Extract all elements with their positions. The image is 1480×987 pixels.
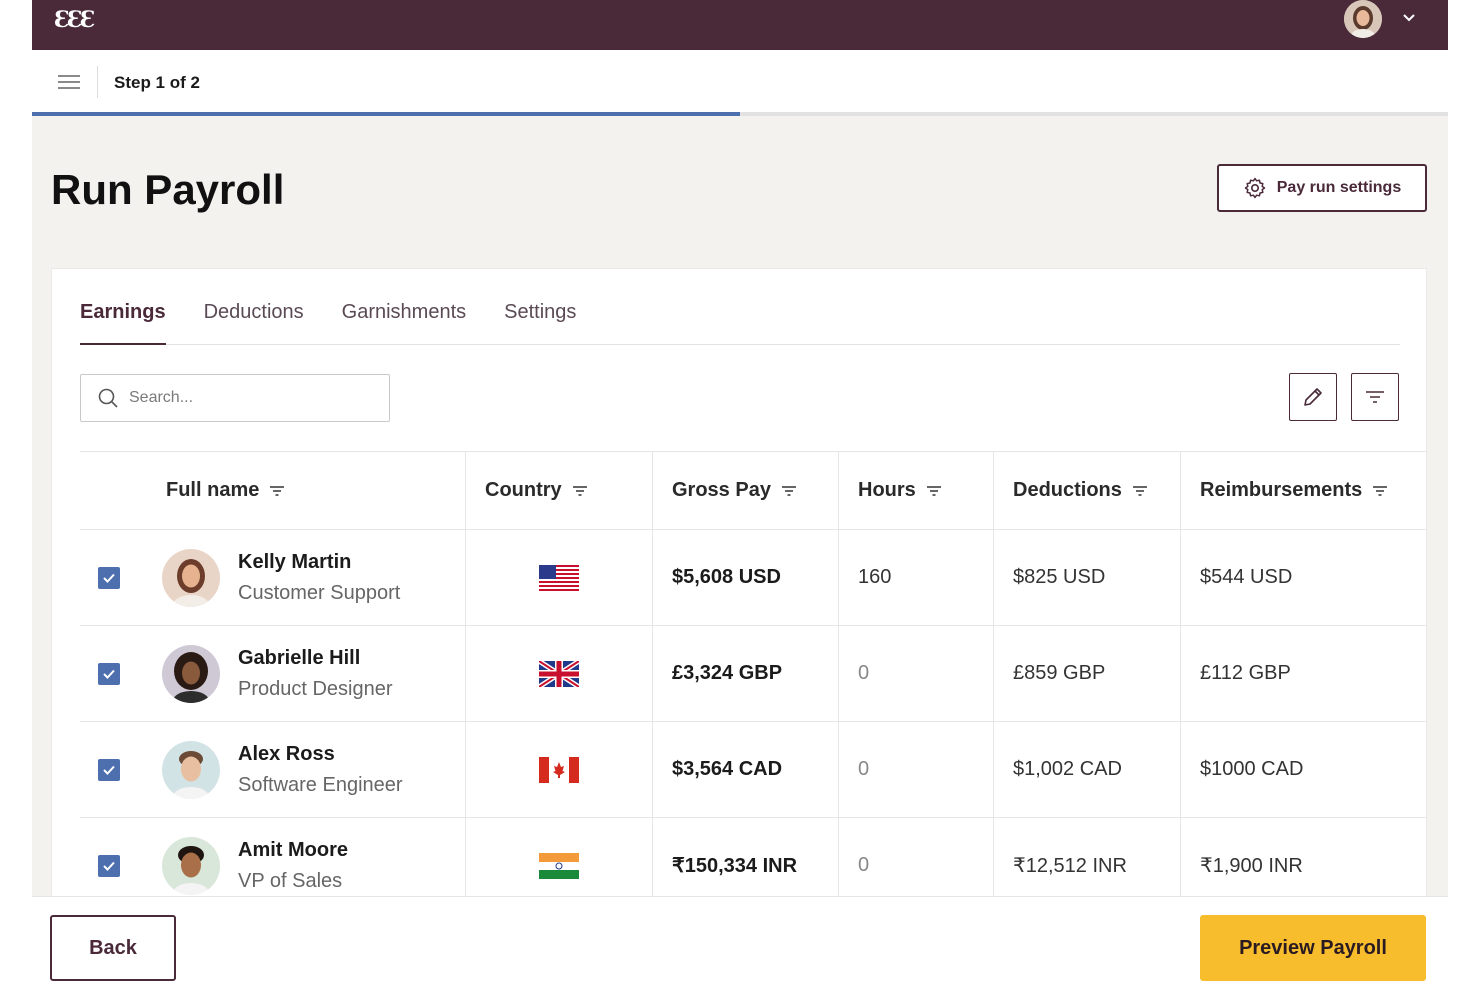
column-header-country[interactable]: Country bbox=[465, 452, 652, 529]
employee-name: Kelly Martin bbox=[238, 551, 352, 573]
hours-cell: 160 bbox=[838, 530, 993, 625]
avatar bbox=[162, 836, 220, 895]
row-checkbox[interactable] bbox=[98, 566, 120, 589]
reimbursements-cell: £112 GBP bbox=[1180, 626, 1426, 721]
pay-run-settings-button[interactable]: Pay run settings bbox=[1217, 164, 1427, 212]
reimbursements-cell: ₹1,900 INR bbox=[1180, 818, 1426, 913]
column-header-gross-pay[interactable]: Gross Pay bbox=[652, 452, 838, 529]
employee-name: Amit Moore bbox=[238, 839, 348, 861]
chevron-down-icon[interactable] bbox=[1402, 10, 1416, 24]
reimbursements-cell: $1000 CAD bbox=[1180, 722, 1426, 817]
column-header-reimbursements[interactable]: Reimbursements bbox=[1180, 452, 1426, 529]
checkmark-icon bbox=[103, 669, 115, 679]
deductions-cell: £859 GBP bbox=[993, 626, 1180, 721]
sort-icon[interactable] bbox=[269, 485, 285, 497]
deductions-cell: $825 USD bbox=[993, 530, 1180, 625]
step-header: Step 1 of 2 bbox=[32, 50, 1448, 112]
table-row[interactable]: Alex Ross Software Engineer $3,564 CAD 0… bbox=[80, 721, 1426, 817]
table-row[interactable]: Gabrielle Hill Product Designer £3,324 G… bbox=[80, 625, 1426, 721]
avatar bbox=[162, 740, 220, 799]
search-input[interactable] bbox=[129, 389, 369, 407]
deductions-cell: $1,002 CAD bbox=[993, 722, 1180, 817]
progress-bar bbox=[32, 112, 1448, 116]
deductions-cell: ₹12,512 INR bbox=[993, 818, 1180, 913]
tab-earnings[interactable]: Earnings bbox=[80, 299, 166, 345]
avatar bbox=[162, 644, 220, 703]
sort-icon[interactable] bbox=[926, 485, 942, 497]
top-navigation-bar: ƐƐƐ bbox=[32, 0, 1448, 50]
india-flag-icon bbox=[539, 852, 579, 879]
employee-cell: Gabrielle Hill Product Designer bbox=[80, 626, 465, 721]
sort-icon[interactable] bbox=[1372, 485, 1388, 497]
column-header-hours[interactable]: Hours bbox=[838, 452, 993, 529]
table-header-row: Full name Country Gross Pay Hours Deduct… bbox=[80, 451, 1426, 529]
employee-role: VP of Sales bbox=[238, 870, 343, 892]
employee-role: Product Designer bbox=[238, 678, 393, 700]
filter-icon bbox=[1366, 391, 1384, 403]
checkmark-icon bbox=[103, 573, 115, 583]
gross-pay-cell: $5,608 USD bbox=[652, 530, 838, 625]
us-flag-icon bbox=[539, 564, 579, 591]
row-checkbox[interactable] bbox=[98, 758, 120, 781]
employee-cell: Amit Moore VP of Sales bbox=[80, 818, 465, 913]
search-icon bbox=[98, 388, 118, 408]
table-row[interactable]: Amit Moore VP of Sales ₹150,334 INR 0 ₹1… bbox=[80, 817, 1426, 913]
sort-icon[interactable] bbox=[781, 485, 797, 497]
gross-pay-cell: £3,324 GBP bbox=[652, 626, 838, 721]
search-box bbox=[80, 374, 390, 422]
employee-role: Software Engineer bbox=[238, 774, 403, 796]
checkmark-icon bbox=[103, 765, 115, 775]
preview-payroll-button[interactable]: Preview Payroll bbox=[1200, 915, 1426, 981]
sort-icon[interactable] bbox=[1132, 485, 1148, 497]
checkmark-icon bbox=[103, 861, 115, 871]
user-avatar[interactable] bbox=[1344, 0, 1382, 38]
row-checkbox[interactable] bbox=[98, 854, 120, 877]
country-cell bbox=[465, 530, 652, 625]
employee-name: Gabrielle Hill bbox=[238, 647, 361, 669]
hamburger-icon[interactable] bbox=[58, 75, 80, 89]
divider bbox=[97, 66, 98, 98]
gear-icon bbox=[1244, 177, 1265, 199]
column-header-full-name[interactable]: Full name bbox=[80, 452, 465, 529]
step-indicator: Step 1 of 2 bbox=[114, 73, 200, 92]
employee-role: Customer Support bbox=[238, 582, 401, 604]
tab-deductions[interactable]: Deductions bbox=[203, 301, 304, 323]
table-row[interactable]: Kelly Martin Customer Support $5,608 USD… bbox=[80, 529, 1426, 625]
payroll-table: Full name Country Gross Pay Hours Deduct… bbox=[80, 451, 1426, 913]
column-header-deductions[interactable]: Deductions bbox=[993, 452, 1180, 529]
app-frame: ƐƐƐ Step 1 of 2 Run Payroll bbox=[32, 0, 1448, 987]
edit-button[interactable] bbox=[1289, 373, 1337, 421]
logo[interactable]: ƐƐƐ bbox=[54, 7, 96, 33]
sort-icon[interactable] bbox=[572, 485, 588, 497]
reimbursements-cell: $544 USD bbox=[1180, 530, 1426, 625]
tab-settings[interactable]: Settings bbox=[504, 301, 577, 323]
footer-action-bar: Back Preview Payroll bbox=[32, 896, 1448, 987]
canada-flag-icon bbox=[539, 756, 579, 783]
payroll-card: Earnings Deductions Garnishments Setting… bbox=[51, 268, 1427, 913]
pay-run-settings-label: Pay run settings bbox=[1276, 179, 1402, 196]
hours-cell: 0 bbox=[838, 818, 993, 913]
page-title: Run Payroll bbox=[51, 166, 285, 213]
gross-pay-cell: $3,564 CAD bbox=[652, 722, 838, 817]
progress-bar-fill bbox=[32, 112, 740, 116]
filter-button[interactable] bbox=[1351, 373, 1399, 421]
hours-cell: 0 bbox=[838, 626, 993, 721]
country-cell bbox=[465, 626, 652, 721]
back-button[interactable]: Back bbox=[50, 915, 176, 981]
tab-garnishments[interactable]: Garnishments bbox=[341, 301, 467, 323]
gross-pay-cell: ₹150,334 INR bbox=[652, 818, 838, 913]
employee-name: Alex Ross bbox=[238, 743, 335, 765]
pencil-icon bbox=[1304, 388, 1322, 406]
employee-cell: Alex Ross Software Engineer bbox=[80, 722, 465, 817]
hours-cell: 0 bbox=[838, 722, 993, 817]
country-cell bbox=[465, 722, 652, 817]
tab-bar: Earnings Deductions Garnishments Setting… bbox=[80, 299, 1400, 345]
avatar bbox=[162, 548, 220, 607]
country-cell bbox=[465, 818, 652, 913]
employee-cell: Kelly Martin Customer Support bbox=[80, 530, 465, 625]
uk-flag-icon bbox=[539, 660, 579, 687]
row-checkbox[interactable] bbox=[98, 662, 120, 685]
